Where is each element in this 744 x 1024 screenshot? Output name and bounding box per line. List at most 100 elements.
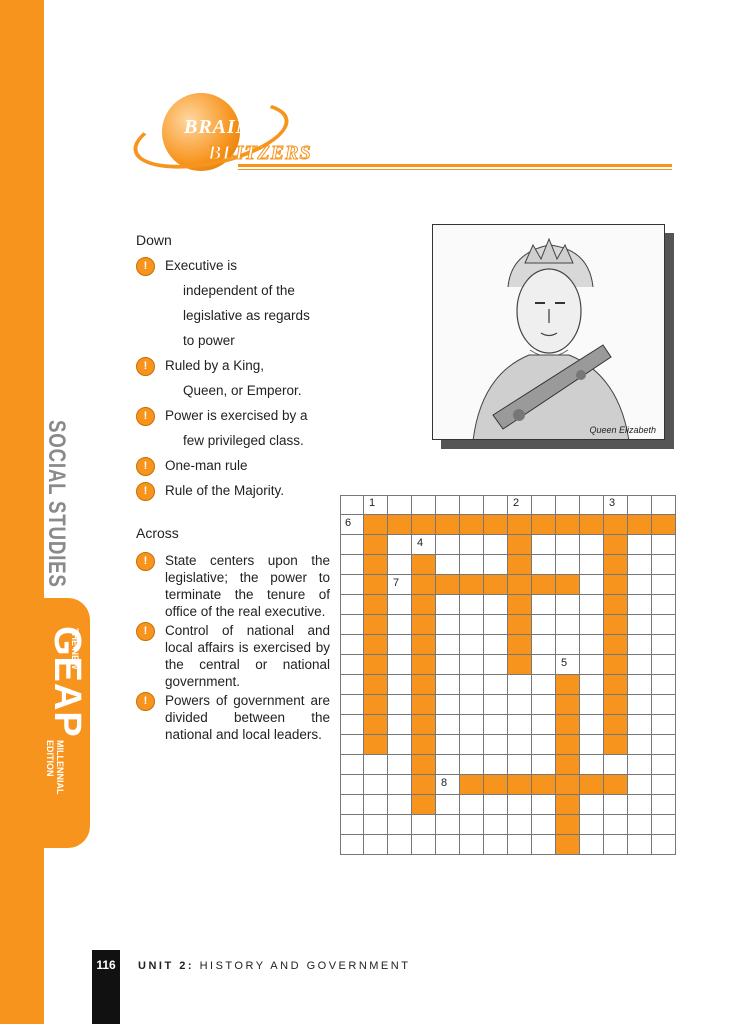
clue-bullet-icon: ! [136,622,155,641]
grid-cell [340,555,364,575]
grid-cell [460,695,484,715]
answer-cell [604,775,628,795]
grid-cell [532,735,556,755]
grid-cell [484,815,508,835]
answer-cell [364,655,388,675]
grid-cell [532,635,556,655]
grid-cell [460,755,484,775]
grid-cell [484,555,508,575]
grid-cell [508,755,532,775]
grid-cell [364,815,388,835]
grid-cell [652,675,676,695]
down-clue: ! Ruled by a King, Queen, or Emperor. [136,353,330,403]
answer-cell [604,735,628,755]
answer-cell [412,675,436,695]
grid-cell [436,535,460,555]
edition-label: MILLENNIAL EDITION [45,740,65,795]
grid-cell [460,675,484,695]
logo-brain: BRAIN [184,116,252,138]
grid-cell [460,655,484,675]
grid-cell [436,555,460,575]
clue-number: 4 [417,537,424,549]
answer-cell [508,575,532,595]
grid-cell [412,495,436,515]
grid-cell [580,535,604,555]
grid-cell [580,635,604,655]
grid-cell [484,835,508,855]
grid-cell [532,715,556,735]
clue-text: Executive is [165,258,238,273]
clue-bullet-icon: ! [136,482,155,501]
grid-cell [436,735,460,755]
answer-cell [556,715,580,735]
grid-cell [628,675,652,695]
grid-cell [508,795,532,815]
grid-cell [652,615,676,635]
grid-cell [652,535,676,555]
grid-cell [484,615,508,635]
answer-cell [364,555,388,575]
clue-number: 6 [345,517,352,529]
grid-cell [460,495,484,515]
grid-cell [340,575,364,595]
grid-cell [388,495,412,515]
answer-cell [412,695,436,715]
grid-cell [556,595,580,615]
grid-cell [484,495,508,515]
grid-cell [508,675,532,695]
grid-cell [436,835,460,855]
grid-cell [580,755,604,775]
clue-number: 5 [561,657,568,669]
grid-cell [580,555,604,575]
grid-cell [532,695,556,715]
grid-cell [532,535,556,555]
grid-cell [484,795,508,815]
answer-cell [436,575,460,595]
down-heading: Down [136,232,172,248]
clue-text-line: legislative as regards [183,308,310,323]
grid-cell [436,815,460,835]
grid-cell [532,815,556,835]
grid-cell [652,555,676,575]
grid-cell [628,575,652,595]
grid-cell [388,795,412,815]
answer-cell [604,655,628,675]
grid-cell [484,535,508,555]
answer-cell [604,715,628,735]
grid-cell [484,635,508,655]
answer-cell [508,535,532,555]
grid-cell [556,615,580,635]
answer-cell [508,615,532,635]
logo-blitzers: BLITZERS [208,142,312,165]
grid-cell [436,715,460,735]
answer-cell [556,755,580,775]
grid-cell [652,575,676,595]
grid-cell [628,815,652,835]
grid-cell [340,655,364,675]
clue-text: Power is exercised by a [165,408,308,423]
grid-cell [580,715,604,735]
answer-cell [364,575,388,595]
grid-outline [340,495,676,855]
answer-cell [412,555,436,575]
grid-cell [556,635,580,655]
clue-text: Rule of the Majority. [165,483,285,498]
grid-cell [580,735,604,755]
grid-cell [436,615,460,635]
answer-cell [436,515,460,535]
grid-cell [340,535,364,555]
answer-cell [412,715,436,735]
grid-cell [388,635,412,655]
grid-cell [388,655,412,675]
answer-cell [556,795,580,815]
side-tab [0,598,90,848]
answer-cell [532,515,556,535]
clue-bullet-icon: ! [136,257,155,276]
grid-cell [340,615,364,635]
answer-cell [508,595,532,615]
grid-cell [580,815,604,835]
clue-number: 8 [441,777,448,789]
grid-cell: 7 [388,575,412,595]
clue-bullet-icon: ! [136,457,155,476]
answer-cell [508,635,532,655]
